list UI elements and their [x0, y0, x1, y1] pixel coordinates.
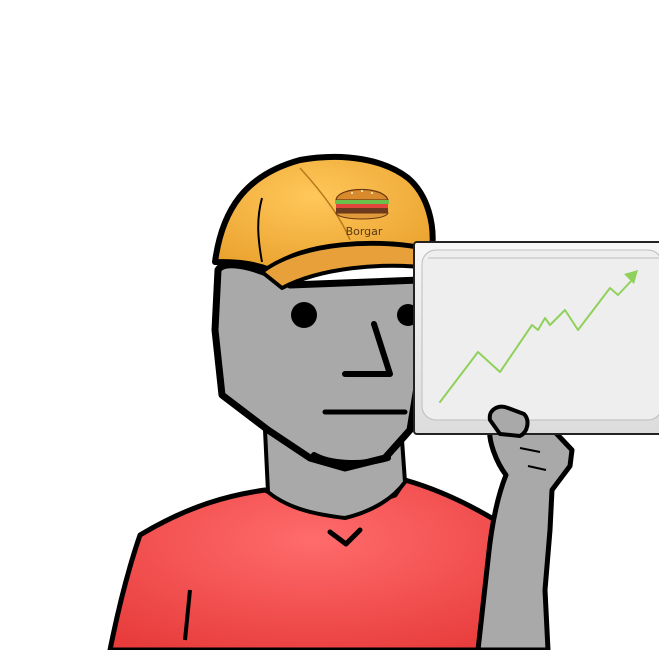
- trend-sign: [413, 241, 659, 435]
- arm-hand: [475, 415, 575, 650]
- chin: [311, 452, 391, 467]
- nose: [342, 321, 393, 377]
- burger-icon: [335, 189, 389, 220]
- cap-label: Borgar: [346, 225, 383, 238]
- npc-head: [211, 261, 432, 472]
- thumb: [487, 404, 530, 438]
- left-eye: [291, 302, 317, 328]
- trend-up-icon: [439, 270, 638, 403]
